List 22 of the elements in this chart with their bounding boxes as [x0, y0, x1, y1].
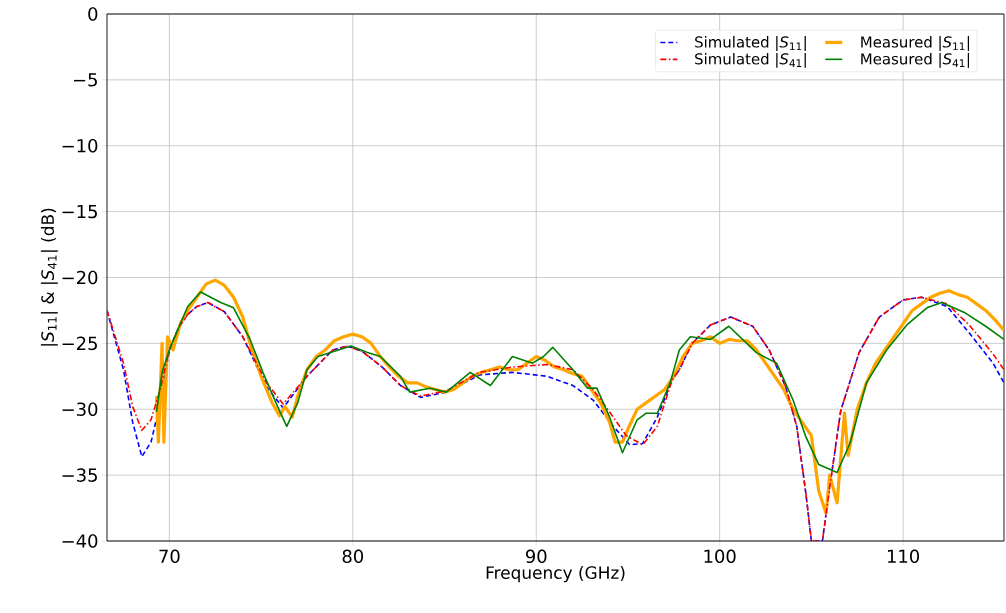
x-tick-label: 80: [342, 549, 364, 564]
legend-label: Measured |S$_{41}$|: [861, 52, 970, 68]
y-tick-label: −15: [62, 204, 97, 219]
legend-label: Simulated |S$_{11}$|: [695, 35, 806, 51]
x-tick-label: 110: [887, 549, 920, 564]
x-tick-label: 100: [704, 549, 736, 564]
legend-label: Simulated |S$_{41}$|: [695, 52, 806, 68]
x-tick-label: 90: [525, 549, 547, 564]
y-tick-label: 0: [88, 7, 98, 21]
x-axis-title: Frequency (GHz): [486, 565, 625, 583]
line-series: [155, 291, 1005, 474]
y-tick-label: −30: [62, 402, 98, 417]
y-tick-label: −5: [73, 73, 97, 87]
x-tick-label: 70: [159, 549, 180, 564]
y-tick-label: −40: [62, 534, 98, 548]
y-axis-title: |S$_{11}$| & |S$_{41}$| (dB): [40, 208, 58, 346]
legend-label: Measured |S$_{11}$|: [861, 35, 970, 51]
y-tick-label: −35: [62, 468, 97, 482]
y-tick-label: −25: [62, 336, 97, 351]
line-series: [107, 296, 1005, 541]
y-tick-label: −20: [62, 270, 98, 285]
y-tick-label: −10: [62, 138, 98, 153]
